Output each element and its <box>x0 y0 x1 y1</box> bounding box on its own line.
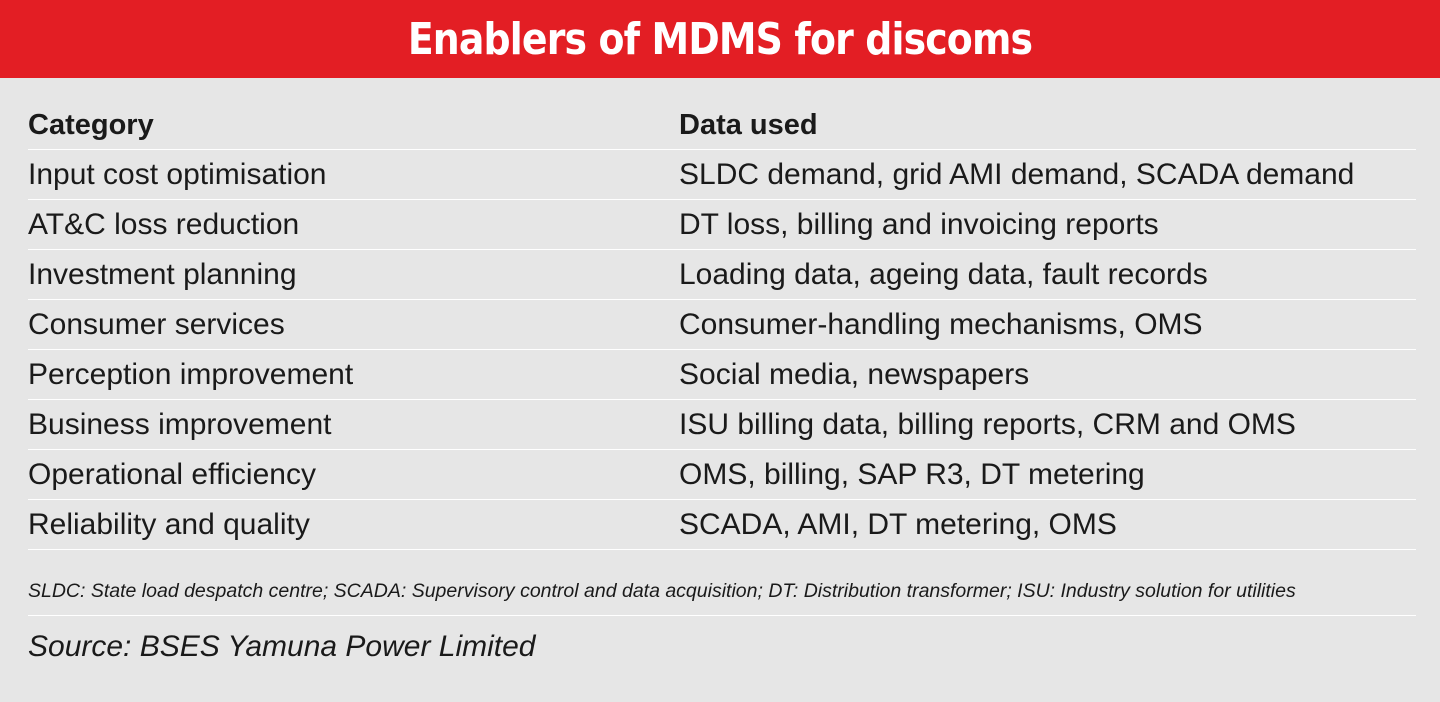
data-used-cell: SCADA, AMI, DT metering, OMS <box>679 508 1117 541</box>
enablers-table: Category Data used Input cost optimisati… <box>28 100 1416 550</box>
data-used-cell: ISU billing data, billing reports, CRM a… <box>679 408 1296 441</box>
title-bar: Enablers of MDMS for discoms <box>0 0 1440 78</box>
category-cell: Consumer services <box>28 308 285 341</box>
table-row: AT&C loss reduction DT loss, billing and… <box>28 200 1416 250</box>
table-row: Business improvement ISU billing data, b… <box>28 400 1416 450</box>
table-row: Investment planning Loading data, ageing… <box>28 250 1416 300</box>
category-cell: Business improvement <box>28 408 332 441</box>
category-cell: Operational efficiency <box>28 458 316 491</box>
column-header-data-used: Data used <box>679 109 818 141</box>
data-used-cell: Consumer-handling mechanisms, OMS <box>679 308 1203 341</box>
category-cell: AT&C loss reduction <box>28 208 300 241</box>
category-cell: Investment planning <box>28 258 297 291</box>
data-used-cell: Social media, newspapers <box>679 358 1030 391</box>
category-cell: Reliability and quality <box>28 508 310 541</box>
table-row: Consumer services Consumer-handling mech… <box>28 300 1416 350</box>
category-cell: Perception improvement <box>28 358 354 391</box>
category-cell: Input cost optimisation <box>28 158 327 191</box>
table-row: Reliability and quality SCADA, AMI, DT m… <box>28 500 1416 550</box>
data-used-cell: SLDC demand, grid AMI demand, SCADA dema… <box>679 158 1355 191</box>
column-header-category: Category <box>28 109 154 141</box>
source-note: Source: BSES Yamuna Power Limited <box>28 630 536 663</box>
data-used-cell: Loading data, ageing data, fault records <box>679 258 1208 291</box>
table-row: Input cost optimisation SLDC demand, gri… <box>28 150 1416 200</box>
page-title: Enablers of MDMS for discoms <box>407 13 1033 65</box>
data-used-cell: OMS, billing, SAP R3, DT metering <box>679 458 1145 491</box>
abbreviations-footnote: SLDC: State load despatch centre; SCADA:… <box>28 566 1416 616</box>
table-row: Perception improvement Social media, new… <box>28 350 1416 400</box>
data-used-cell: DT loss, billing and invoicing reports <box>679 208 1159 241</box>
table-row: Operational efficiency OMS, billing, SAP… <box>28 450 1416 500</box>
table-header-row: Category Data used <box>28 100 1416 150</box>
